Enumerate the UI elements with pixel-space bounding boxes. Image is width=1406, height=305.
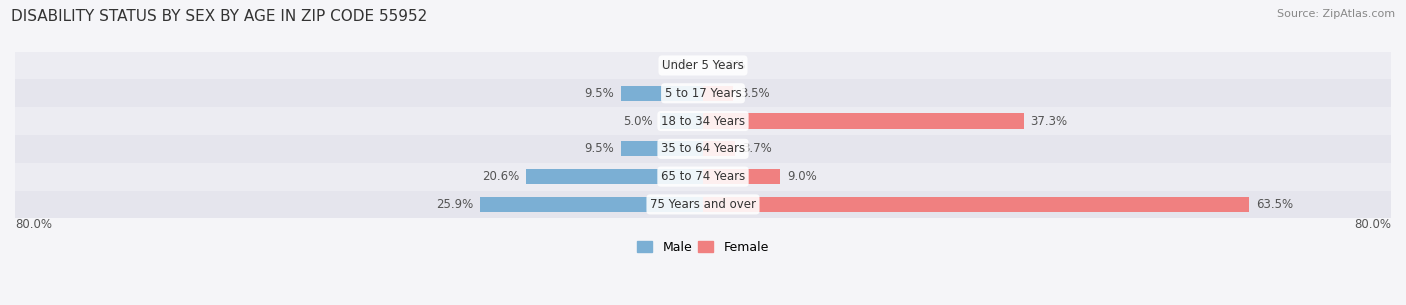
Text: 80.0%: 80.0% (1354, 218, 1391, 231)
Bar (621, 86, 703, 101)
Bar (703, 86, 733, 101)
Text: 35 to 64 Years: 35 to 64 Years (661, 142, 745, 155)
Text: 75 Years and over: 75 Years and over (650, 198, 756, 211)
Text: 18 to 34 Years: 18 to 34 Years (661, 115, 745, 127)
Bar (15, 191, 1391, 218)
Text: 25.9%: 25.9% (436, 198, 474, 211)
Bar (15, 79, 1391, 107)
Bar (703, 169, 780, 184)
Text: 20.6%: 20.6% (482, 170, 519, 183)
Bar (15, 135, 1391, 163)
Legend: Male, Female: Male, Female (633, 236, 773, 259)
Bar (621, 141, 703, 156)
Text: Source: ZipAtlas.com: Source: ZipAtlas.com (1277, 9, 1395, 19)
Text: 63.5%: 63.5% (1256, 198, 1294, 211)
Text: DISABILITY STATUS BY SEX BY AGE IN ZIP CODE 55952: DISABILITY STATUS BY SEX BY AGE IN ZIP C… (11, 9, 427, 24)
Text: 9.5%: 9.5% (585, 87, 614, 100)
Bar (15, 52, 1391, 79)
Text: 80.0%: 80.0% (15, 218, 52, 231)
Text: 9.5%: 9.5% (585, 142, 614, 155)
Bar (15, 107, 1391, 135)
Text: 5 to 17 Years: 5 to 17 Years (665, 87, 741, 100)
Text: 0.0%: 0.0% (716, 59, 745, 72)
Bar (526, 169, 703, 184)
Text: 0.0%: 0.0% (661, 59, 690, 72)
Text: 65 to 74 Years: 65 to 74 Years (661, 170, 745, 183)
Bar (659, 113, 703, 129)
Bar (703, 197, 1249, 212)
Bar (703, 113, 1024, 129)
Text: 37.3%: 37.3% (1031, 115, 1067, 127)
Text: 9.0%: 9.0% (787, 170, 817, 183)
Text: 3.5%: 3.5% (740, 87, 769, 100)
Text: Under 5 Years: Under 5 Years (662, 59, 744, 72)
Bar (481, 197, 703, 212)
Bar (15, 163, 1391, 191)
Bar (703, 141, 735, 156)
Text: 3.7%: 3.7% (742, 142, 772, 155)
Text: 5.0%: 5.0% (623, 115, 654, 127)
